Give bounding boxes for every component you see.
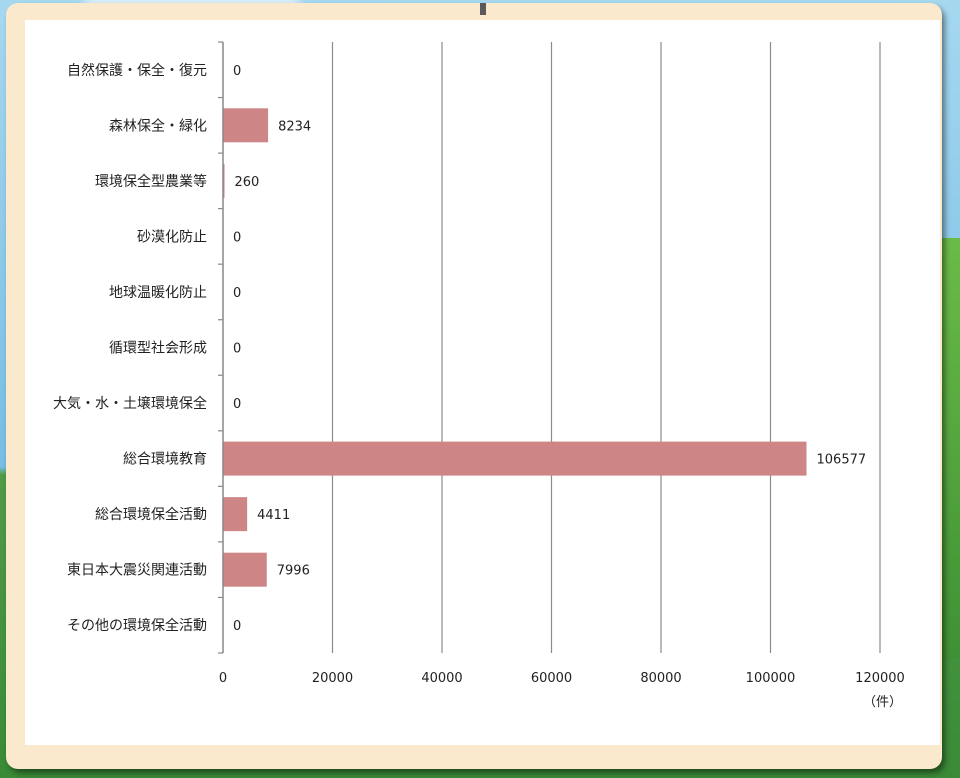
category-label: 大気・水・土壌環境保全 bbox=[53, 395, 207, 412]
value-labels: 0 8234 260 0 0 0 0 106577 4411 7996 0 bbox=[233, 64, 866, 634]
bar bbox=[223, 441, 807, 476]
chart-panel: 自然保護・保全・復元森林保全・緑化環境保全型農業等砂漠化防止地球温暖化防止 循環型… bbox=[25, 20, 940, 745]
value-label: 0 bbox=[233, 342, 241, 357]
bar bbox=[223, 108, 269, 143]
x-unit-label: （件） bbox=[863, 695, 902, 710]
x-tick-label: 40000 bbox=[421, 671, 462, 686]
category-label: 総合環境教育 bbox=[123, 452, 207, 468]
category-label: 地球温暖化防止 bbox=[109, 285, 207, 301]
x-tick-label: 120000 bbox=[855, 671, 905, 686]
bar-chart: 自然保護・保全・復元森林保全・緑化環境保全型農業等砂漠化防止地球温暖化防止循環型… bbox=[53, 41, 905, 710]
value-label: 0 bbox=[233, 64, 241, 79]
value-label: 106577 bbox=[817, 453, 867, 468]
category-label: 東日本大震災関連活動 bbox=[67, 563, 207, 579]
x-tick-label: 80000 bbox=[640, 671, 681, 686]
bars bbox=[223, 108, 807, 587]
card-tab-marker bbox=[480, 3, 486, 15]
x-tick-label: 20000 bbox=[312, 671, 353, 686]
x-tick-label: 60000 bbox=[531, 671, 572, 686]
bar bbox=[223, 497, 248, 532]
category-label: その他の環境保全活動 bbox=[67, 617, 207, 634]
category-label: 環境保全型農業等 bbox=[95, 173, 207, 190]
bar bbox=[223, 552, 267, 587]
category-label: 自然保護・保全・復元 bbox=[67, 62, 207, 79]
category-label: 循環型社会形成 bbox=[109, 341, 207, 357]
value-label: 4411 bbox=[257, 508, 290, 523]
value-label: 0 bbox=[233, 397, 241, 412]
x-tick-labels: 0 20000 40000 60000 80000 100000 120000 bbox=[219, 671, 905, 686]
grid-lines bbox=[218, 41, 881, 654]
x-tick-label: 100000 bbox=[746, 671, 796, 686]
category-label: 総合環境保全活動 bbox=[95, 506, 207, 523]
category-label: 森林保全・緑化 bbox=[109, 117, 207, 134]
category-label: 砂漠化防止 bbox=[137, 229, 207, 245]
x-tick-label: 0 bbox=[219, 671, 227, 686]
value-label: 7996 bbox=[277, 564, 310, 579]
value-label: 260 bbox=[235, 175, 260, 190]
value-label: 0 bbox=[233, 619, 241, 634]
value-label: 8234 bbox=[278, 119, 311, 134]
value-label: 0 bbox=[233, 230, 241, 245]
category-labels: 自然保護・保全・復元森林保全・緑化環境保全型農業等砂漠化防止地球温暖化防止循環型… bbox=[53, 62, 207, 634]
value-label: 0 bbox=[233, 286, 241, 301]
